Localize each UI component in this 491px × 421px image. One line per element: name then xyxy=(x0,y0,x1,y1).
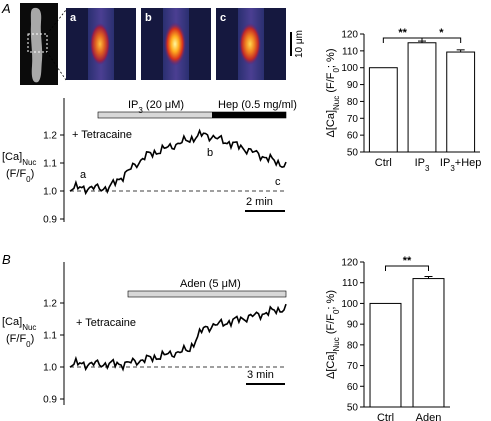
zoom-guide-line xyxy=(46,9,67,35)
bar-b-significance-bracket xyxy=(385,265,429,271)
trace-b-tick-label: 0.9 xyxy=(43,395,57,406)
bar-a-category-label: IP3+Hep xyxy=(440,157,481,173)
bar-a-category-label: IP3 xyxy=(415,157,430,173)
bar-b-bar xyxy=(369,302,402,408)
bar-a-bar xyxy=(407,42,437,153)
trace-a-mark-b: b xyxy=(207,147,213,159)
trace-a-mark-c: c xyxy=(275,176,281,188)
trace-b-tick-label: 1.2 xyxy=(43,299,57,310)
bar-a-significance-label: ** xyxy=(398,27,407,39)
fluorescence-image-a: a xyxy=(66,8,136,80)
hep-stim-bar xyxy=(212,112,286,118)
bar-b-tick-label: 60 xyxy=(347,382,359,393)
trace-a-tick-label: 0.9 xyxy=(43,215,57,226)
hep-stim-label: Hep (0.5 mg/ml) xyxy=(218,99,297,111)
trace-b-tick-label: 1.0 xyxy=(43,363,57,374)
cell-overview-image xyxy=(20,3,58,85)
image-label-c: c xyxy=(220,12,226,24)
bar-b-ylabel: Δ[Ca]Nuc (F/F0; %) xyxy=(325,290,341,379)
image-label-b: b xyxy=(145,12,152,24)
trace-a-ylabel-norm: (F/F0) xyxy=(6,168,34,184)
bar-a-tick-label: 100 xyxy=(341,63,358,74)
image-scale-label: 10 μm xyxy=(294,30,305,58)
trace-b-annotation: + Tetracaine xyxy=(76,317,136,329)
bar-b-significance-label: ** xyxy=(403,255,412,267)
bar-b-tick-label: 80 xyxy=(347,340,359,351)
bar-b-tick-label: 100 xyxy=(341,299,358,310)
trace-a-time-label: 2 min xyxy=(246,196,273,208)
bar-b-category-label: Aden xyxy=(416,412,442,421)
trace-a-tick-label: 1.0 xyxy=(43,187,57,198)
trace-b-time-label: 3 min xyxy=(247,369,274,381)
trace-b-line xyxy=(69,303,287,372)
panel-letter-a: A xyxy=(1,1,11,16)
bar-a-tick-label: 90 xyxy=(347,80,359,91)
trace-b-ylabel: [Ca]Nuc xyxy=(2,316,36,332)
bar-a-tick-label: 120 xyxy=(341,30,358,41)
trace-b-tick-label: 1.1 xyxy=(43,331,57,342)
bar-b-tick-label: 90 xyxy=(347,320,359,331)
bar-a-bar xyxy=(446,51,476,153)
bar-a-tick-label: 50 xyxy=(347,148,359,159)
trace-a-tick-label: 1.1 xyxy=(43,159,57,170)
bar-b-category-label: Ctrl xyxy=(377,412,394,421)
aden-stim-bar xyxy=(127,290,287,298)
trace-a-ylabel: [Ca]Nuc xyxy=(2,151,36,167)
ip3-stim-label: IP3 (20 μM) xyxy=(128,99,184,115)
fluorescence-image-c: c xyxy=(216,8,286,80)
bar-a-tick-label: 60 xyxy=(347,131,359,142)
trace-a-line xyxy=(69,128,287,196)
trace-b-ylabel-norm: (F/F0) xyxy=(6,333,34,349)
bar-a-category-label: Ctrl xyxy=(375,157,392,169)
bar-b-tick-label: 50 xyxy=(347,403,359,414)
bar-b-tick-label: 120 xyxy=(341,258,358,269)
panel-letter-b: B xyxy=(2,252,11,267)
bar-a-tick-label: 80 xyxy=(347,97,359,108)
bar-a-ylabel: Δ[Ca]Nuc (F/F0; %) xyxy=(325,49,341,138)
bar-b-tick-label: 70 xyxy=(347,361,359,372)
bar-a-significance-label: * xyxy=(439,27,444,39)
image-label-a: a xyxy=(70,12,77,24)
zoom-guide-line xyxy=(46,51,67,81)
bar-b-bar xyxy=(412,278,445,408)
bar-chart-b: 50 60 70 80 90 100 110 120 Ctrl Aden ** Δ[Ca]Nuc (F… xyxy=(325,255,450,421)
trace-a-tick-label: 1.2 xyxy=(43,131,57,142)
bar-a-tick-label: 110 xyxy=(342,46,358,57)
bar-a-significance-bracket xyxy=(421,37,462,43)
bar-a-bar xyxy=(368,67,398,153)
trace-a-mark-a: a xyxy=(80,169,87,181)
aden-stim-label: Aden (5 μM) xyxy=(180,278,241,290)
trace-a-annotation: + Tetracaine xyxy=(72,129,132,141)
bar-a-tick-label: 70 xyxy=(347,114,359,125)
bar-b-tick-label: 110 xyxy=(342,278,358,289)
fluorescence-image-b: b xyxy=(141,8,211,80)
